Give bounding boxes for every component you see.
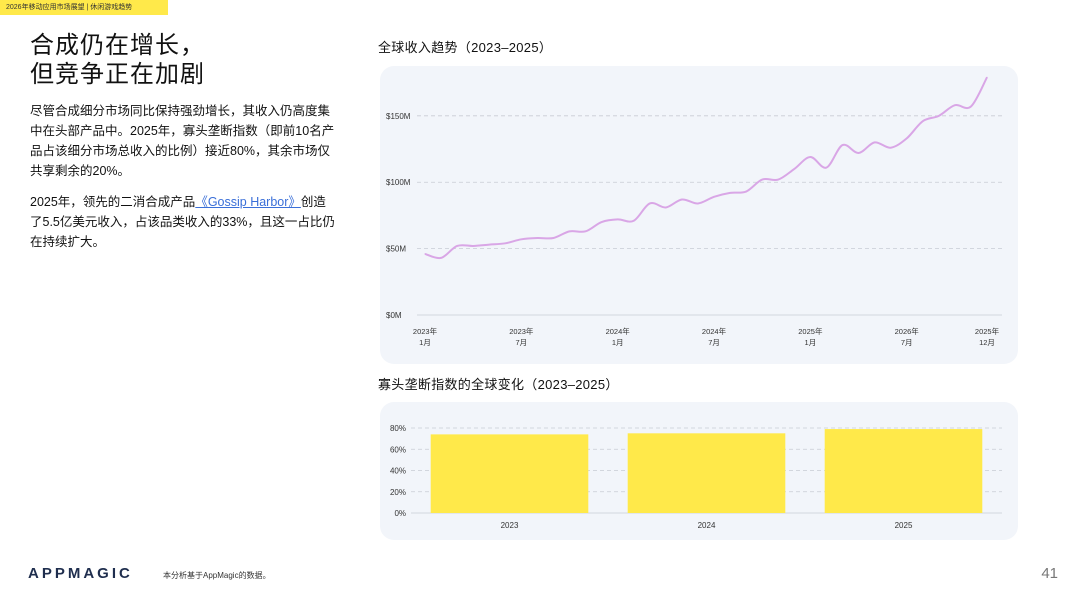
x-tick-label: 2025年: [975, 326, 1000, 336]
line-chart-title: 全球收入趋势（2023–2025）: [378, 40, 553, 55]
report-tag: 2026年移动应用市场展望 | 休闲游戏趋势: [0, 0, 168, 15]
revenue-data-point: [970, 105, 972, 108]
revenue-data-point: [729, 192, 731, 194]
revenue-data-point: [809, 156, 811, 158]
revenue-data-point: [536, 237, 538, 239]
revenue-data-point: [890, 147, 892, 149]
revenue-data-point: [841, 144, 844, 146]
revenue-data-point: [745, 190, 747, 193]
y-tick-label: 0%: [394, 509, 406, 518]
revenue-data-point: [777, 178, 779, 181]
gossip-harbor-link[interactable]: 《Gossip Harbor》: [195, 195, 301, 209]
revenue-data-point: [633, 220, 635, 222]
revenue-data-point: [986, 76, 988, 78]
revenue-data-point: [681, 198, 683, 201]
revenue-data-point: [938, 115, 940, 117]
revenue-data-point: [825, 167, 828, 169]
revenue-data-point: [568, 230, 571, 232]
y-tick-label: $0M: [386, 311, 402, 320]
oligopoly-bar: [430, 434, 589, 513]
revenue-data-point: [665, 206, 667, 209]
oligopoly-chart-panel: 0% 20% 40% 60% 80% 2023 2024 2025: [380, 402, 1018, 540]
revenue-data-point: [617, 218, 619, 220]
revenue-data-point: [649, 202, 651, 205]
paragraph-gossip-harbor: 2025年，领先的二消合成产品《Gossip Harbor》创造了5.5亿美元收…: [30, 192, 335, 252]
x-tick-label: 2023年: [413, 326, 438, 336]
x-tick-label: 2024年: [606, 326, 631, 336]
x-tick-label: 7月: [708, 338, 720, 347]
revenue-data-point: [601, 221, 603, 223]
headline-line-2: 但竞争正在加剧: [30, 61, 205, 88]
y-tick-label: 60%: [390, 445, 406, 454]
paragraph-suffix: 创造了5.5亿美元收入，占该品类收入的33%，且这一占比仍在持续扩大。: [30, 195, 335, 249]
revenue-data-point: [954, 104, 956, 106]
revenue-line-chart: $0M $50M $100M $150M 2023年 1月 2023年 7月 2024年 1月 20…: [386, 76, 1002, 347]
x-tick-label: 12月: [979, 338, 995, 347]
x-tick-label: 2024年: [702, 326, 727, 336]
paragraph-concentration: 尽管合成细分市场同比保持强劲增长，其收入仍高度集中在头部产品中。2025年，寡头…: [30, 104, 335, 178]
revenue-data-point: [922, 120, 924, 122]
appmagic-logo: APPMAGIC: [28, 565, 133, 582]
revenue-data-point: [857, 152, 860, 154]
x-tick-label: 1月: [419, 338, 431, 347]
revenue-data-point: [440, 257, 442, 259]
revenue-chart-panel: $0M $50M $100M $150M 2023年 1月 2023年 7月 2024年 1月 20…: [380, 66, 1018, 364]
y-tick-label: 20%: [390, 488, 406, 497]
x-tick-label: 7月: [516, 338, 528, 347]
revenue-data-point: [520, 238, 522, 240]
x-tick-label: 2026年: [895, 326, 920, 336]
revenue-data-point: [488, 244, 490, 246]
revenue-data-point: [424, 253, 426, 255]
source-note: 本分析基于AppMagic的数据。: [163, 571, 271, 580]
revenue-data-point: [584, 230, 587, 232]
oligopoly-bar: [627, 433, 786, 513]
y-tick-label: 40%: [390, 467, 406, 476]
revenue-data-point: [793, 168, 795, 170]
y-tick-label: $50M: [386, 245, 406, 254]
page-number: 41: [1041, 565, 1058, 582]
revenue-data-point: [906, 137, 908, 140]
y-tick-label: $150M: [386, 112, 411, 121]
revenue-data-point: [697, 202, 699, 205]
x-category-label: 2025: [895, 521, 913, 530]
oligopoly-bar-chart: 0% 20% 40% 60% 80% 2023 2024 2025: [390, 424, 1002, 530]
x-category-label: 2023: [501, 521, 519, 530]
bar-chart-title: 寡头垄断指数的全球变化（2023–2025）: [378, 377, 619, 392]
x-tick-label: 2023年: [509, 326, 534, 336]
revenue-data-point: [761, 178, 763, 181]
revenue-data-point: [456, 245, 458, 247]
x-tick-label: 2025年: [798, 326, 823, 336]
page-headline: 合成仍在增长， 但竞争正在加剧: [30, 31, 350, 89]
x-category-label: 2024: [698, 521, 716, 530]
paragraph-prefix: 2025年，领先的二消合成产品: [30, 195, 196, 209]
oligopoly-bar: [824, 429, 983, 513]
y-tick-label: $100M: [386, 178, 411, 187]
x-tick-label: 1月: [612, 338, 624, 347]
y-tick-label: 80%: [390, 424, 406, 433]
revenue-data-point: [552, 237, 555, 239]
revenue-data-point: [472, 245, 474, 247]
revenue-data-point: [874, 141, 876, 143]
x-tick-label: 1月: [805, 338, 817, 347]
revenue-data-point: [713, 196, 715, 198]
headline-line-1: 合成仍在增长，: [30, 32, 205, 59]
revenue-data-point: [504, 242, 506, 244]
revenue-series-line: [424, 76, 988, 260]
x-tick-label: 7月: [901, 338, 913, 347]
